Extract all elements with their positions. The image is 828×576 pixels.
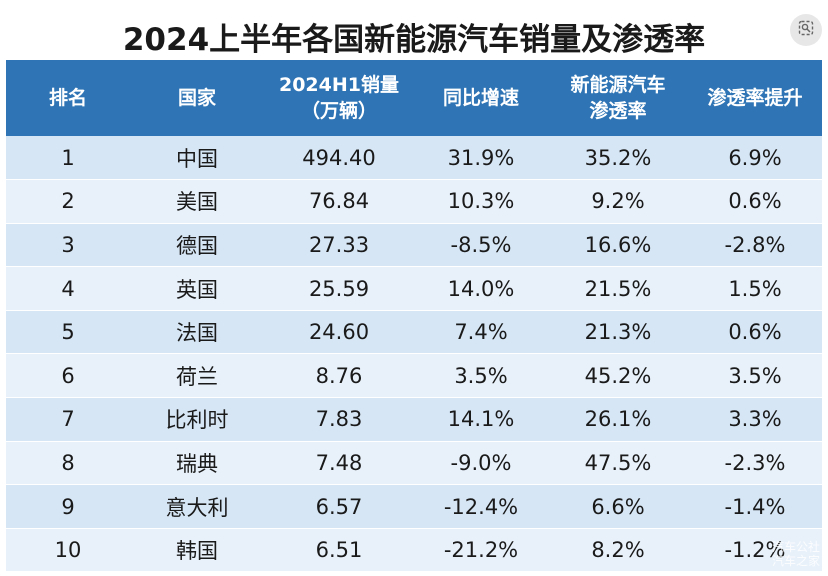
cell-penetration: 21.3% (584, 320, 652, 345)
cell-sales: 6.51 (315, 538, 363, 563)
table-row: 7 比利时 7.83 14.1% 26.1% 3.3% (6, 397, 822, 442)
table-row: 2 美国 76.84 10.3% 9.2% 0.6% (6, 179, 822, 224)
image-search-icon (798, 20, 814, 40)
cell-rank: 7 (61, 407, 75, 432)
header-sales: 2024H1销量 （万辆） (278, 74, 399, 122)
cell-penetration: 21.5% (584, 276, 652, 301)
header-rank: 排名 (48, 87, 87, 109)
cell-yoy: -12.4% (443, 494, 519, 519)
watermark: 汽车公社 汽车之家 (772, 540, 820, 568)
cell-penetration: 45.2% (584, 363, 652, 388)
cell-country: 意大利 (165, 495, 229, 520)
cell-yoy: 14.1% (447, 407, 515, 432)
cell-rank: 9 (61, 494, 75, 519)
cell-lift: 1.5% (728, 276, 782, 301)
cell-yoy: -8.5% (450, 232, 512, 257)
cell-lift: -1.4% (724, 494, 786, 519)
cell-sales: 76.84 (308, 189, 370, 214)
cell-sales: 25.59 (308, 276, 370, 301)
table-row: 9 意大利 6.57 -12.4% 6.6% -1.4% (6, 484, 822, 529)
cell-penetration: 9.2% (591, 189, 645, 214)
cell-yoy: 7.4% (454, 320, 508, 345)
table-row: 5 法国 24.60 7.4% 21.3% 0.6% (6, 310, 822, 354)
cell-country: 英国 (176, 277, 218, 302)
table-row: 6 荷兰 8.76 3.5% 45.2% 3.5% (6, 353, 822, 398)
cell-lift: 0.6% (728, 189, 782, 214)
cell-penetration: 8.2% (591, 538, 645, 563)
cell-country: 瑞典 (176, 451, 218, 476)
cell-sales: 27.33 (308, 232, 370, 257)
sales-table: 排名 国家 2024H1销量 （万辆） 同比增速 新能源汽车 渗透率 渗透率提升 1… (6, 60, 822, 572)
cell-lift: 3.5% (728, 363, 782, 388)
table-row: 10 韩国 6.51 -21.2% 8.2% -1.2% (6, 528, 822, 572)
cell-yoy: -9.0% (450, 450, 512, 475)
cell-penetration: 6.6% (591, 494, 645, 519)
cell-sales: 24.60 (308, 320, 370, 345)
cell-country: 比利时 (165, 408, 229, 433)
cell-rank: 6 (61, 363, 75, 388)
cell-lift: -2.8% (724, 232, 786, 257)
table-row: 1 中国 494.40 31.9% 35.2% 6.9% (6, 136, 822, 180)
cell-rank: 1 (61, 145, 75, 170)
cell-lift: -1.2% (724, 538, 786, 563)
cell-yoy: 31.9% (447, 145, 515, 170)
cell-penetration: 16.6% (584, 232, 652, 257)
cell-sales: 7.83 (315, 407, 363, 432)
cell-penetration: 26.1% (584, 407, 652, 432)
header-yoy-growth: 同比增速 (442, 87, 519, 109)
cell-lift: 3.3% (728, 407, 782, 432)
cell-country: 美国 (176, 190, 218, 215)
cell-yoy: -21.2% (443, 538, 519, 563)
cell-sales: 494.40 (302, 145, 376, 170)
cell-rank: 5 (61, 320, 75, 345)
header-country: 国家 (177, 87, 216, 109)
cell-country: 法国 (176, 321, 218, 346)
cell-lift: 0.6% (728, 320, 782, 345)
cell-rank: 2 (61, 189, 75, 214)
cell-lift: 6.9% (728, 145, 782, 170)
cell-country: 德国 (176, 233, 218, 258)
table-row: 8 瑞典 7.48 -9.0% 47.5% -2.3% (6, 441, 822, 485)
cell-yoy: 14.0% (447, 276, 515, 301)
cell-country: 中国 (176, 146, 218, 171)
cell-country: 荷兰 (176, 364, 218, 389)
cell-yoy: 10.3% (447, 189, 515, 214)
table-header-row: 排名 国家 2024H1销量 （万辆） 同比增速 新能源汽车 渗透率 渗透率提升 (6, 60, 822, 136)
cell-rank: 10 (54, 538, 82, 563)
cell-penetration: 47.5% (584, 450, 652, 475)
watermark-line-1: 汽车公社 (771, 540, 820, 554)
header-penetration: 新能源汽车 渗透率 (570, 74, 666, 122)
cell-penetration: 35.2% (584, 145, 652, 170)
table-row: 3 德国 27.33 -8.5% 16.6% -2.8% (6, 223, 822, 267)
cell-yoy: 3.5% (454, 363, 508, 388)
image-search-button[interactable] (790, 14, 822, 46)
header-penetration-lift: 渗透率提升 (707, 87, 803, 109)
cell-rank: 3 (61, 232, 75, 257)
cell-sales: 7.48 (315, 450, 363, 475)
watermark-line-2: 汽车之家 (771, 554, 820, 568)
cell-lift: -2.3% (724, 450, 786, 475)
cell-rank: 8 (61, 450, 75, 475)
cell-country: 韩国 (176, 539, 218, 564)
cell-sales: 8.76 (315, 363, 363, 388)
cell-rank: 4 (61, 276, 75, 301)
cell-sales: 6.57 (315, 494, 363, 519)
table-row: 4 英国 25.59 14.0% 21.5% 1.5% (6, 266, 822, 311)
page-title: 2024上半年各国新能源汽车销量及渗透率 (122, 22, 706, 58)
